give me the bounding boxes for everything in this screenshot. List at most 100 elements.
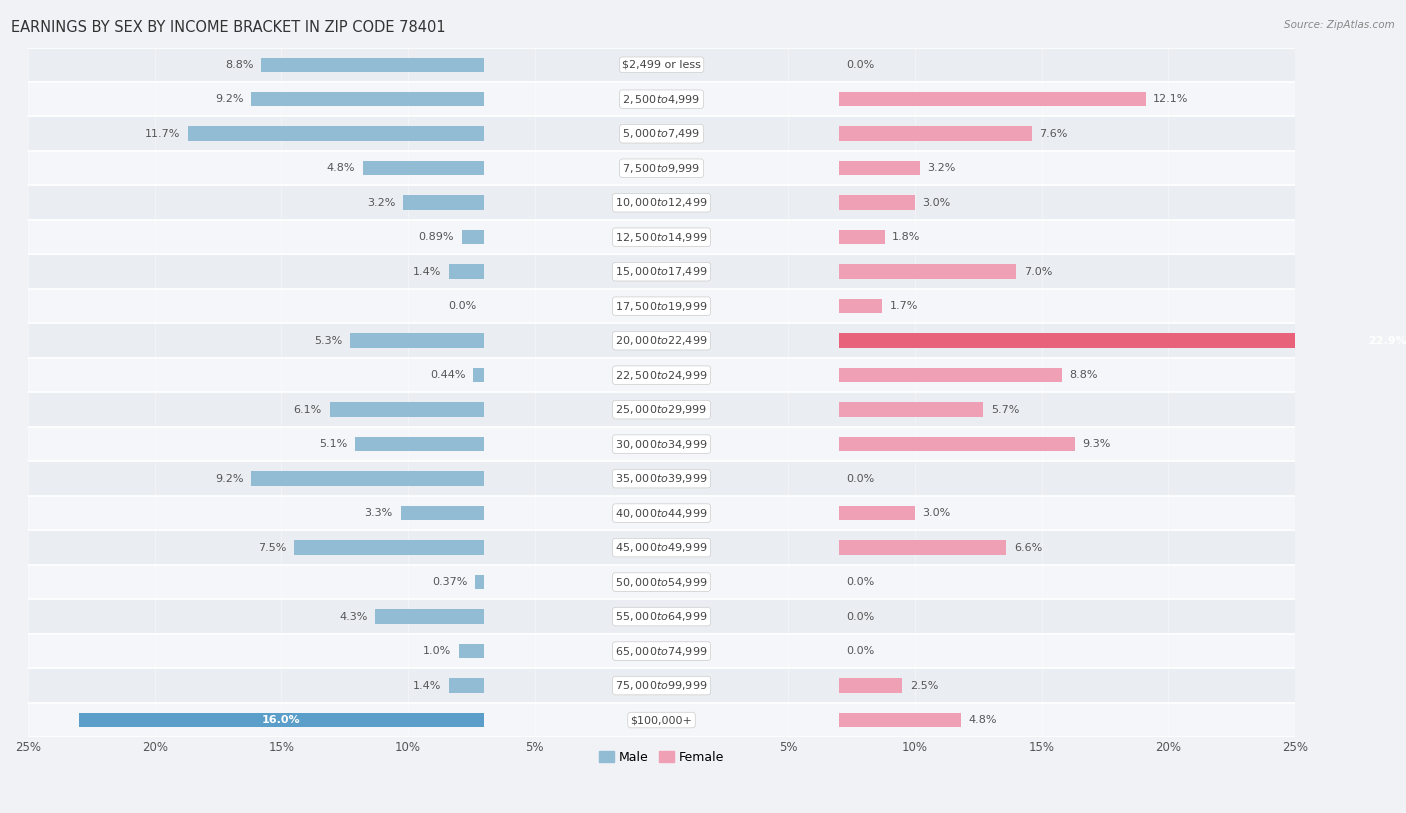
Text: 6.6%: 6.6% — [1014, 542, 1042, 553]
Text: 1.7%: 1.7% — [890, 301, 918, 311]
Bar — [839, 195, 915, 210]
Bar — [839, 506, 915, 520]
Bar — [354, 437, 484, 451]
Text: 7.0%: 7.0% — [1024, 267, 1052, 276]
Text: 4.8%: 4.8% — [326, 163, 354, 173]
Text: $65,000 to $74,999: $65,000 to $74,999 — [616, 645, 707, 658]
Bar — [28, 254, 1295, 289]
Bar — [28, 427, 1295, 462]
Bar — [329, 402, 484, 417]
Text: $25,000 to $29,999: $25,000 to $29,999 — [616, 403, 707, 416]
Bar — [28, 220, 1295, 254]
Bar — [294, 541, 484, 554]
Text: 0.0%: 0.0% — [846, 611, 875, 622]
Text: $75,000 to $99,999: $75,000 to $99,999 — [616, 679, 707, 692]
Text: 4.8%: 4.8% — [969, 715, 997, 725]
Bar — [28, 496, 1295, 530]
Bar — [28, 668, 1295, 702]
Text: $17,500 to $19,999: $17,500 to $19,999 — [616, 300, 707, 313]
Text: $55,000 to $64,999: $55,000 to $64,999 — [616, 610, 707, 623]
Text: 1.0%: 1.0% — [423, 646, 451, 656]
Bar — [28, 393, 1295, 427]
Bar — [252, 472, 484, 486]
Bar — [839, 333, 1406, 348]
Text: 3.0%: 3.0% — [922, 508, 950, 518]
Text: 0.0%: 0.0% — [846, 577, 875, 587]
Bar — [28, 289, 1295, 324]
Bar — [404, 195, 484, 210]
Bar — [28, 599, 1295, 634]
Text: 0.44%: 0.44% — [430, 370, 465, 380]
Text: EARNINGS BY SEX BY INCOME BRACKET IN ZIP CODE 78401: EARNINGS BY SEX BY INCOME BRACKET IN ZIP… — [11, 20, 446, 35]
Text: 11.7%: 11.7% — [145, 128, 180, 139]
Text: 3.3%: 3.3% — [364, 508, 392, 518]
Text: $15,000 to $17,499: $15,000 to $17,499 — [616, 265, 707, 278]
Bar — [839, 161, 920, 176]
Text: 2.5%: 2.5% — [910, 680, 938, 690]
Text: 3.0%: 3.0% — [922, 198, 950, 207]
Text: $22,500 to $24,999: $22,500 to $24,999 — [616, 368, 707, 381]
Bar — [839, 402, 983, 417]
Text: 3.2%: 3.2% — [367, 198, 395, 207]
Text: 9.3%: 9.3% — [1083, 439, 1111, 449]
Text: 1.4%: 1.4% — [413, 267, 441, 276]
Text: $100,000+: $100,000+ — [631, 715, 693, 725]
Text: 0.89%: 0.89% — [419, 233, 454, 242]
Bar — [839, 299, 882, 314]
Bar — [475, 575, 484, 589]
Text: 12.1%: 12.1% — [1153, 94, 1188, 104]
Text: $12,500 to $14,999: $12,500 to $14,999 — [616, 231, 707, 244]
Text: 0.0%: 0.0% — [846, 474, 875, 484]
Text: 7.5%: 7.5% — [259, 542, 287, 553]
Bar — [461, 230, 484, 245]
Text: $20,000 to $22,499: $20,000 to $22,499 — [616, 334, 707, 347]
Text: $40,000 to $44,999: $40,000 to $44,999 — [616, 506, 707, 520]
Text: $50,000 to $54,999: $50,000 to $54,999 — [616, 576, 707, 589]
Bar — [187, 127, 484, 141]
Text: 6.1%: 6.1% — [294, 405, 322, 415]
Bar — [449, 678, 484, 693]
Text: 8.8%: 8.8% — [225, 60, 253, 70]
Text: 0.37%: 0.37% — [432, 577, 467, 587]
Text: 9.2%: 9.2% — [215, 94, 243, 104]
Bar — [252, 92, 484, 107]
Text: 4.3%: 4.3% — [339, 611, 367, 622]
Bar — [839, 678, 903, 693]
Bar — [375, 610, 484, 624]
Legend: Male, Female: Male, Female — [593, 746, 730, 769]
Text: 22.9%: 22.9% — [1368, 336, 1406, 346]
Text: 1.8%: 1.8% — [893, 233, 921, 242]
Bar — [28, 47, 1295, 82]
Bar — [79, 713, 484, 728]
Bar — [28, 116, 1295, 151]
Bar — [28, 530, 1295, 565]
Text: $2,499 or less: $2,499 or less — [621, 60, 702, 70]
Text: 5.1%: 5.1% — [319, 439, 347, 449]
Bar — [839, 264, 1017, 279]
Bar — [839, 541, 1007, 554]
Bar — [28, 358, 1295, 393]
Bar — [28, 634, 1295, 668]
Text: $10,000 to $12,499: $10,000 to $12,499 — [616, 196, 707, 209]
Bar — [28, 185, 1295, 220]
Text: 16.0%: 16.0% — [262, 715, 301, 725]
Text: 3.2%: 3.2% — [928, 163, 956, 173]
Text: $30,000 to $34,999: $30,000 to $34,999 — [616, 437, 707, 450]
Bar — [28, 151, 1295, 185]
Bar — [28, 462, 1295, 496]
Text: 9.2%: 9.2% — [215, 474, 243, 484]
Text: Source: ZipAtlas.com: Source: ZipAtlas.com — [1284, 20, 1395, 30]
Bar — [28, 702, 1295, 737]
Bar — [28, 565, 1295, 599]
Text: 7.6%: 7.6% — [1039, 128, 1067, 139]
Text: 5.3%: 5.3% — [314, 336, 342, 346]
Text: $35,000 to $39,999: $35,000 to $39,999 — [616, 472, 707, 485]
Text: 8.8%: 8.8% — [1070, 370, 1098, 380]
Text: 0.0%: 0.0% — [846, 646, 875, 656]
Bar — [839, 92, 1146, 107]
Bar — [839, 368, 1062, 382]
Text: $5,000 to $7,499: $5,000 to $7,499 — [623, 128, 700, 140]
Bar — [458, 644, 484, 659]
Bar — [839, 230, 884, 245]
Bar — [28, 82, 1295, 116]
